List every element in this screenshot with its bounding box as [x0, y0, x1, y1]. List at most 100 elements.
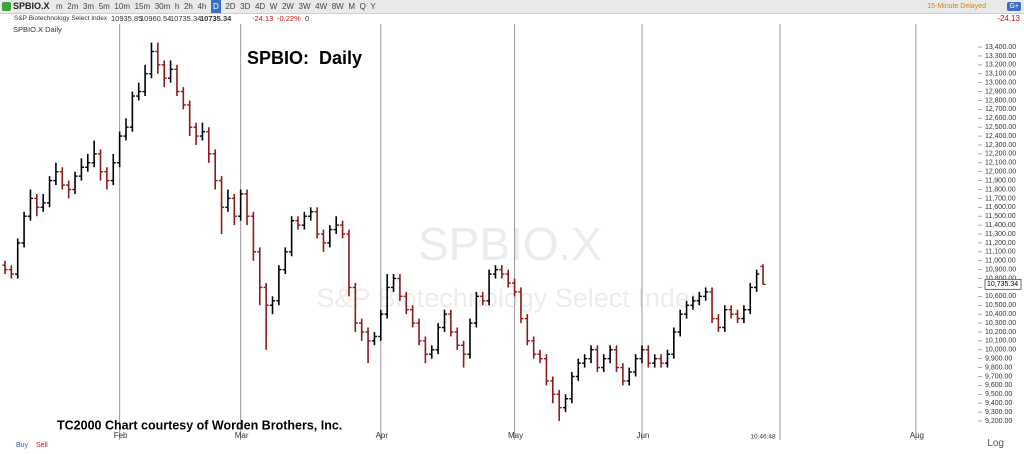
x-tick-label: Apr: [376, 431, 389, 440]
y-tick-label: 10,000.00: [985, 347, 1016, 354]
quote-volume: 0: [305, 14, 310, 23]
timeframe-button[interactable]: 2m: [67, 2, 79, 11]
y-tick-label: 13,100.00: [985, 71, 1016, 78]
timeframe-button[interactable]: h: [174, 2, 180, 11]
timeframe-button[interactable]: Q: [359, 2, 366, 11]
y-tick-label: 12,300.00: [985, 142, 1016, 149]
y-tick-label: 9,400.00: [985, 400, 1012, 407]
timeframe-button[interactable]: D: [210, 0, 221, 13]
y-tick-label: 12,100.00: [985, 160, 1016, 167]
y-tick-label: 10,300.00: [985, 320, 1016, 327]
y-tick-label: 12,200.00: [985, 151, 1016, 158]
y-tick-label: 9,900.00: [985, 356, 1012, 363]
y-tick-label: 11,700.00: [985, 195, 1016, 202]
timeframe-button[interactable]: m: [56, 2, 63, 11]
y-tick-label: 12,600.00: [985, 115, 1016, 122]
last-price-box: [984, 278, 1022, 290]
y-tick-label: 10,800.00: [985, 275, 1016, 282]
y-tick-label: 9,200.00: [985, 418, 1012, 425]
x-tick-label: May: [508, 431, 523, 440]
quote-open: 10935.85: [111, 14, 143, 23]
change-right: -24.13: [997, 14, 1020, 23]
y-tick-label: 11,500.00: [985, 213, 1016, 220]
delayed-notice: 15-Minute Delayed: [927, 3, 986, 10]
y-tick-label: 10,900.00: [985, 266, 1016, 273]
timeframe-button[interactable]: 3W: [298, 2, 311, 11]
symbol[interactable]: SPBIO.X: [13, 1, 50, 11]
quote-low: 10735.34: [170, 14, 202, 23]
timeframe-button[interactable]: 2W: [281, 2, 294, 11]
timeframe-button[interactable]: 10m: [114, 2, 130, 11]
y-tick-label: 11,000.00: [985, 258, 1016, 265]
y-tick-label: 9,800.00: [985, 364, 1012, 371]
y-tick-label: 12,400.00: [985, 133, 1016, 140]
y-tick-label: 10,100.00: [985, 338, 1016, 345]
timeframe-button[interactable]: 4W: [315, 2, 328, 11]
annotation: TC2000 Chart courtesy of Worden Brothers…: [57, 418, 342, 432]
timeframe-button[interactable]: 30m: [154, 2, 171, 11]
x-tick-label: Feb: [114, 431, 128, 440]
timeframe-button[interactable]: W: [269, 2, 278, 11]
timeframe-button[interactable]: Y: [370, 2, 376, 11]
x-tick-label: Aug: [910, 431, 924, 440]
y-tick-label: 11,300.00: [985, 231, 1016, 238]
timeframe-button[interactable]: 4h: [197, 2, 207, 11]
timeframe-button[interactable]: M: [348, 2, 355, 11]
timeframe-button[interactable]: 8W: [331, 2, 344, 11]
pane-label[interactable]: SPBIO.X Daily: [13, 25, 62, 34]
timeframe-button[interactable]: 15m: [134, 2, 151, 11]
y-tick-label: 10,400.00: [985, 311, 1016, 318]
y-tick-label: 12,800.00: [985, 97, 1016, 104]
y-tick-label: 13,300.00: [985, 53, 1016, 60]
log-toggle[interactable]: Log: [987, 438, 1004, 449]
quote-name: S&P Biotechnology Select Index: [14, 15, 108, 22]
add-symbol-button[interactable]: [2, 2, 11, 11]
y-tick-label: 10,600.00: [985, 293, 1016, 300]
y-tick-label: 11,200.00: [985, 240, 1016, 247]
quote-change: -24.13: [252, 14, 274, 23]
watermark: SPBIO.X: [418, 218, 602, 270]
quote-line: S&P Biotechnology Select Index 10935.85 …: [0, 14, 1024, 24]
y-tick-label: 9,300.00: [985, 409, 1012, 416]
time-label: 10:46:48: [750, 434, 776, 441]
y-tick-label: 11,600.00: [985, 204, 1016, 211]
y-tick-label: 10,200.00: [985, 329, 1016, 336]
timeframe-bar: m 2m 3m 5m 10m 15m 30m h 2h 4h D 2D 3D 4D W 2W 3W 4W 8W M Q Y: [56, 0, 380, 13]
y-tick-label: 12,700.00: [985, 106, 1016, 113]
chart-title: SPBIO: Daily: [247, 48, 362, 68]
y-tick-label: 13,000.00: [985, 80, 1016, 87]
timeframe-button[interactable]: 3m: [82, 2, 95, 11]
timeframe-button[interactable]: 5m: [98, 2, 110, 11]
y-tick-label: 13,200.00: [985, 62, 1016, 69]
timeframe-button[interactable]: 4D: [254, 2, 266, 11]
y-tick-label: 11,400.00: [985, 222, 1016, 229]
y-tick-label: 13,400.00: [985, 44, 1016, 51]
timeframe-button[interactable]: 2h: [183, 2, 193, 11]
buy-button[interactable]: Buy: [16, 442, 29, 449]
y-tick-label: 12,000.00: [985, 169, 1016, 176]
y-tick-label: 12,900.00: [985, 88, 1016, 95]
y-tick-label: 11,900.00: [985, 177, 1016, 184]
y-tick-label: 10,500.00: [985, 302, 1016, 309]
watermark-subtitle: S&P Biotechnology Select Index: [317, 283, 704, 313]
timeframe-button[interactable]: 2D: [225, 2, 236, 11]
y-tick-label: 9,600.00: [985, 382, 1012, 389]
x-tick-label: Jun: [637, 431, 650, 440]
quote-high: 10960.54: [140, 14, 172, 23]
y-tick-label: 9,500.00: [985, 391, 1012, 398]
y-tick-label: 11,800.00: [985, 186, 1016, 193]
menu-badge[interactable]: G+: [1007, 2, 1021, 11]
footer: Buy Sell Log: [0, 438, 1024, 454]
y-tick-label: 12,500.00: [985, 124, 1016, 131]
quote-change-pct: -0.22%: [277, 14, 301, 23]
last-price-label: 10,735.34: [987, 281, 1018, 288]
y-tick-label: 11,100.00: [985, 249, 1016, 256]
y-tick-label: 9,700.00: [985, 373, 1012, 380]
x-tick-label: Mar: [235, 431, 249, 440]
timeframe-button[interactable]: 3D: [240, 2, 251, 11]
quote-last: 10735.34: [200, 14, 232, 23]
toolbar: SPBIO.X m 2m 3m 5m 10m 15m 30m h 2h 4h D 2D 3D 4D W 2W 3…: [0, 0, 1024, 14]
sell-button[interactable]: Sell: [36, 442, 48, 449]
